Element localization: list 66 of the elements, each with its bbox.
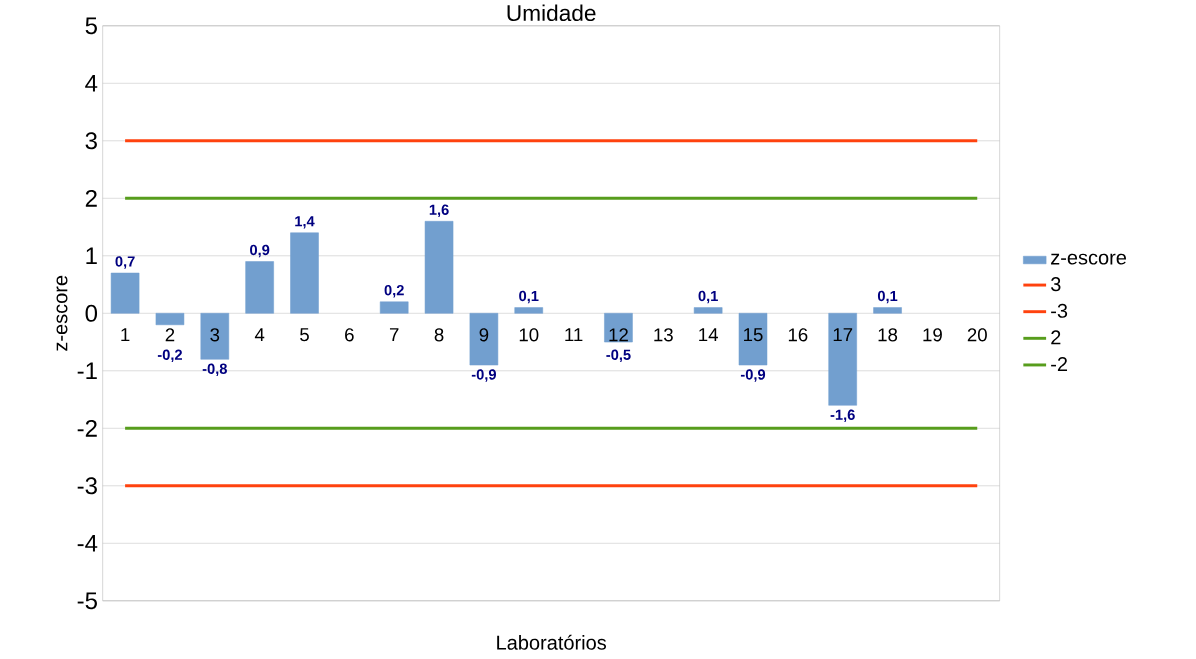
x-axis-title: Laboratórios	[497, 634, 606, 650]
x-tick-label: 16	[788, 328, 808, 342]
x-tick-label: 2	[165, 328, 175, 342]
data-label: 1,4	[295, 216, 315, 229]
data-label: 0,1	[877, 290, 898, 304]
data-label: 0,1	[519, 290, 539, 304]
data-label: -0,9	[740, 369, 766, 382]
chart-title: Umidade	[507, 4, 596, 22]
x-tick-label: 17	[833, 328, 853, 342]
bar	[424, 221, 454, 314]
x-tick-label: 13	[654, 328, 673, 342]
x-tick-label: 14	[699, 328, 718, 342]
bar	[245, 261, 274, 314]
y-tick-label: 2	[85, 190, 97, 207]
data-label: -0,2	[157, 349, 182, 363]
y-tick-label: -1	[77, 362, 97, 380]
bar	[514, 307, 544, 314]
x-tick-label: 5	[300, 328, 309, 342]
data-label: 0,2	[384, 285, 404, 298]
legend-label: -2	[1051, 357, 1068, 372]
y-tick-label: -5	[77, 592, 97, 610]
y-tick-label: 3	[85, 132, 97, 150]
x-tick-label: 8	[434, 328, 444, 342]
x-tick-label: 6	[345, 328, 354, 342]
x-tick-label: 11	[565, 328, 583, 342]
x-tick-label: 9	[479, 328, 489, 342]
bar	[604, 313, 633, 343]
data-label: 0,9	[250, 244, 270, 258]
x-tick-label: 12	[609, 328, 628, 342]
x-tick-label: 19	[923, 328, 942, 342]
y-tick-label: 4	[85, 75, 98, 92]
y-tick-label: -2	[77, 420, 97, 437]
data-label: 0,1	[698, 290, 718, 304]
bar	[873, 307, 902, 314]
legend-label: -3	[1051, 303, 1068, 318]
x-tick-label: 10	[519, 328, 539, 342]
data-label: -0,9	[471, 369, 496, 382]
bar	[469, 313, 499, 366]
bar	[828, 313, 857, 406]
data-label: -1,6	[830, 409, 855, 423]
bar	[155, 313, 185, 326]
bar	[693, 307, 723, 314]
x-tick-label: 4	[254, 328, 265, 342]
bar	[379, 301, 409, 314]
data-label: -0,8	[202, 363, 227, 377]
legend-label: 3	[1050, 277, 1061, 292]
y-tick-label: 0	[85, 304, 98, 322]
y-tick-label: 5	[85, 17, 97, 35]
data-label: 0,7	[115, 256, 135, 269]
bar	[110, 272, 140, 314]
bar	[290, 232, 319, 314]
bar	[200, 313, 230, 360]
x-tick-label: 20	[967, 328, 987, 342]
data-label: 1,6	[429, 204, 449, 218]
y-axis-title: z-escore	[56, 275, 68, 351]
x-tick-label: 18	[878, 328, 898, 342]
x-tick-label: 1	[121, 328, 130, 342]
y-tick-label: 1	[86, 247, 97, 265]
x-tick-label: 15	[744, 328, 763, 342]
data-label: -0,5	[606, 349, 631, 363]
y-tick-label: -3	[77, 477, 97, 495]
x-tick-label: 3	[210, 328, 220, 342]
bar	[738, 313, 768, 366]
x-tick-label: 7	[389, 328, 399, 342]
y-tick-label: -4	[77, 535, 98, 552]
legend-label: z-escore	[1051, 253, 1127, 265]
